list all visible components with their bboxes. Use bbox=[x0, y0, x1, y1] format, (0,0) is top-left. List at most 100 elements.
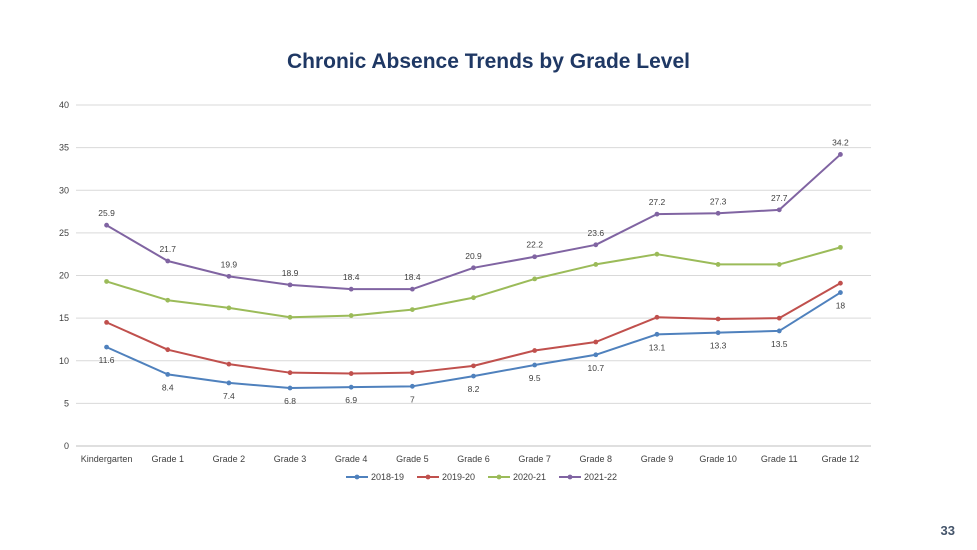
data-point bbox=[532, 254, 538, 260]
data-point bbox=[409, 370, 415, 376]
data-label: 25.9 bbox=[98, 208, 115, 218]
x-tick-label: Grade 5 bbox=[396, 454, 429, 464]
data-point bbox=[776, 315, 782, 321]
legend-label: 2020-21 bbox=[513, 472, 546, 482]
y-tick-label: 5 bbox=[64, 398, 69, 408]
legend-marker bbox=[496, 474, 502, 480]
data-point bbox=[532, 362, 538, 368]
data-point bbox=[715, 262, 721, 267]
x-tick-label: Grade 2 bbox=[213, 454, 246, 464]
data-point bbox=[104, 279, 109, 284]
data-point bbox=[532, 348, 538, 353]
gridlines bbox=[76, 104, 871, 447]
y-tick-label: 20 bbox=[59, 271, 69, 281]
data-label: 11.6 bbox=[99, 355, 115, 365]
data-label: 21.7 bbox=[159, 244, 176, 254]
data-label: 27.7 bbox=[771, 193, 788, 203]
data-labels: 11.6 8.4 7.4 6.8 6.9 7 8.2 9.5 10.7 13.1 13.3 13.5 1… bbox=[98, 137, 849, 406]
data-point bbox=[226, 380, 232, 386]
data-point bbox=[165, 347, 171, 353]
data-point bbox=[104, 319, 109, 325]
data-point bbox=[654, 211, 660, 217]
x-tick-label: Grade 10 bbox=[699, 454, 737, 464]
x-tick-label: Grade 8 bbox=[580, 454, 613, 464]
data-label: 8.2 bbox=[468, 384, 480, 394]
data-point bbox=[471, 373, 476, 379]
data-point bbox=[226, 273, 232, 279]
data-point bbox=[348, 286, 354, 292]
y-tick-label: 30 bbox=[59, 185, 69, 195]
y-tick-label: 35 bbox=[59, 143, 69, 153]
data-label: 22.2 bbox=[526, 240, 543, 250]
data-point bbox=[226, 361, 232, 367]
data-label: 13.5 bbox=[771, 339, 788, 349]
x-tick-label: Grade 3 bbox=[274, 454, 307, 464]
legend-label: 2019-20 bbox=[442, 472, 475, 482]
data-point bbox=[776, 328, 782, 334]
data-point bbox=[593, 352, 599, 358]
data-label: 9.5 bbox=[529, 373, 541, 383]
legend-marker bbox=[425, 474, 431, 480]
data-label: 19.9 bbox=[221, 259, 238, 269]
data-label: 18.4 bbox=[404, 272, 421, 282]
data-point bbox=[409, 286, 415, 292]
data-label: 6.9 bbox=[345, 395, 357, 405]
data-point bbox=[287, 370, 293, 376]
x-tick-label: Grade 11 bbox=[761, 454, 798, 464]
data-label: 20.9 bbox=[465, 251, 482, 261]
y-tick-label: 15 bbox=[59, 313, 69, 323]
data-point bbox=[715, 316, 721, 322]
data-label: 23.6 bbox=[588, 228, 605, 238]
chart-title: Chronic Absence Trends by Grade Level bbox=[286, 50, 691, 73]
data-point bbox=[654, 251, 660, 257]
data-point bbox=[104, 344, 109, 350]
data-point bbox=[165, 258, 171, 264]
data-label: 18 bbox=[836, 301, 846, 311]
x-axis: Kindergarten Grade 1 Grade 2 Grade 3 Grade 4… bbox=[81, 454, 859, 464]
data-point bbox=[348, 371, 354, 376]
data-point bbox=[776, 207, 782, 213]
data-point bbox=[654, 331, 660, 337]
data-label: 18.4 bbox=[343, 272, 360, 282]
data-label: 7.4 bbox=[223, 391, 235, 401]
data-point bbox=[715, 330, 721, 336]
y-axis: 0 5 10 15 20 25 30 35 40 bbox=[59, 100, 69, 451]
data-point bbox=[532, 276, 538, 282]
x-tick-label: Grade 7 bbox=[518, 454, 551, 464]
data-point bbox=[471, 265, 476, 271]
x-tick-label: Grade 4 bbox=[335, 454, 368, 464]
y-tick-label: 0 bbox=[64, 441, 69, 451]
data-point bbox=[838, 290, 843, 295]
data-point bbox=[838, 280, 843, 286]
y-tick-label: 10 bbox=[59, 356, 69, 366]
data-point bbox=[593, 262, 599, 267]
data-point bbox=[593, 242, 599, 248]
data-point bbox=[593, 339, 599, 345]
data-label: 27.3 bbox=[710, 196, 727, 206]
y-tick-label: 40 bbox=[59, 100, 69, 110]
legend-label: 2021-22 bbox=[584, 472, 617, 482]
data-label: 34.2 bbox=[832, 137, 849, 147]
data-label: 13.1 bbox=[649, 342, 666, 352]
x-tick-label: Kindergarten bbox=[81, 454, 133, 464]
data-label: 27.2 bbox=[649, 197, 666, 207]
data-label: 6.8 bbox=[284, 396, 296, 406]
data-point bbox=[104, 222, 109, 228]
page-number: 33 bbox=[940, 523, 955, 538]
x-tick-label: Grade 9 bbox=[641, 454, 674, 464]
y-tick-label: 25 bbox=[59, 228, 69, 238]
data-point bbox=[838, 244, 843, 250]
data-point bbox=[471, 363, 476, 369]
data-label: 18.9 bbox=[282, 268, 299, 278]
data-point bbox=[409, 307, 415, 312]
x-tick-label: Grade 1 bbox=[151, 454, 184, 464]
data-point bbox=[838, 152, 843, 157]
data-label: 13.3 bbox=[710, 341, 727, 351]
data-point bbox=[287, 282, 293, 288]
data-point bbox=[776, 262, 782, 267]
data-point bbox=[654, 314, 660, 320]
data-label: 10.7 bbox=[588, 363, 605, 373]
data-point bbox=[409, 383, 415, 389]
legend: 2018-19 2019-20 2020-21 2021-22 bbox=[346, 472, 617, 482]
